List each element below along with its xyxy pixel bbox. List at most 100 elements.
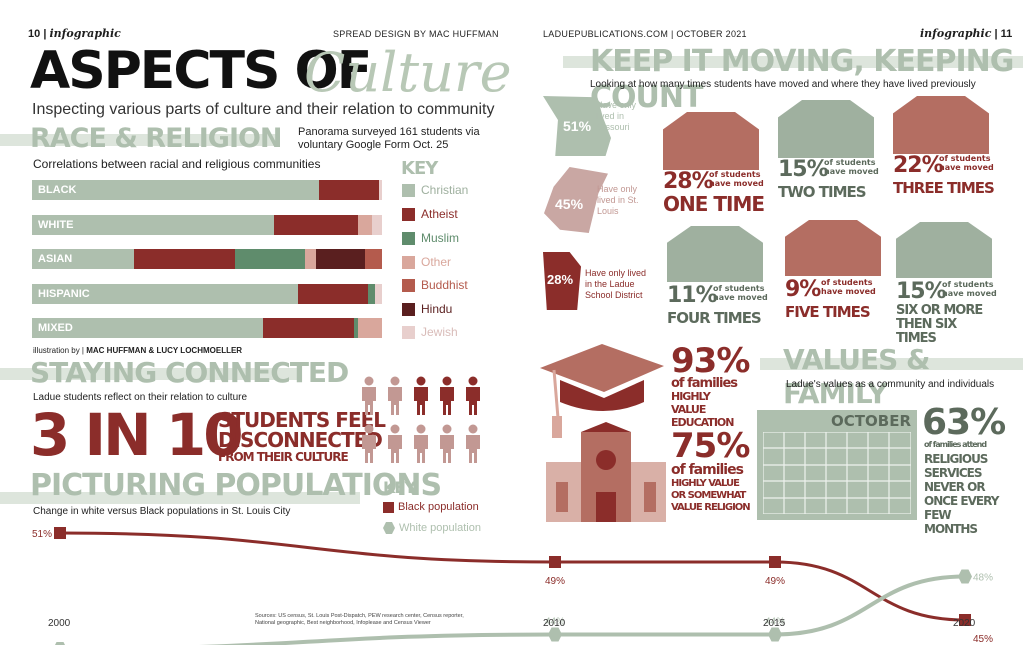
bar-hispanic [32,284,382,304]
data-point [768,627,782,642]
data-label: 44% [545,617,565,628]
house-icon [778,100,874,158]
house-icon [896,222,992,278]
bar-segment-jewish [378,180,382,200]
moves-pct: 22% [893,153,944,178]
house-icon [893,96,989,154]
bar-segment-atheist [273,215,358,235]
survey-note-line1: Panorama surveyed 161 students via [298,126,480,138]
population-key-white: White population [383,522,481,534]
education-small: of families [671,376,738,391]
key-swatch [402,278,415,292]
data-point [54,527,66,539]
right-page-folio: infographic | 11 [920,27,1012,40]
religion-small: of families [671,462,744,478]
bar-segment-jewish [371,215,382,235]
key-swatch [402,302,415,316]
moving-heading-band [563,56,1023,68]
key-item-muslim: Muslim [402,231,459,245]
bar-segment-buddhist [364,249,382,269]
white-legend-label: White population [399,522,481,534]
bar-segment-muslim [368,284,375,304]
white-swatch [383,522,395,534]
bar-segment-other [357,215,372,235]
moves-small: of students have moved [942,280,997,298]
bar-label: MIXED [38,322,73,334]
moves-label: THREE TIMES [893,179,995,197]
moves-pct: 15% [778,157,829,182]
services-small: of families attend [924,440,987,449]
key-item-christian: Christian [402,183,468,197]
moves-small: of students have moved [821,278,876,296]
page-subtitle: Inspecting various parts of culture and … [32,101,495,118]
bar-segment-christian [32,215,274,235]
key-item-atheist: Atheist [402,207,458,221]
race-heading-band [0,134,280,146]
key-label: Hindu [421,302,453,316]
key-label: Jewish [421,325,458,339]
sources: Sources: US census, St. Louis Post-Dispa… [255,613,464,626]
values-heading: VALUES & FAMILY [783,343,930,410]
calendar-month: OCTOBER [831,412,911,430]
data-point [549,556,561,568]
person-icon [388,376,402,415]
services-text: RELIGIOUS SERVICES NEVER OR ONCE EVERY F… [924,452,999,536]
black-legend-label: Black population [398,501,479,513]
data-point [55,642,65,645]
x-tick-label: 2020 [953,618,976,629]
bar-label: ASIAN [38,253,73,265]
illustration-credit: illustration by | MAC HUFFMAN & LUCY LOC… [33,346,242,355]
data-point [548,627,562,642]
house-icon [785,220,881,276]
house-icon [667,226,763,282]
stat-description: STUDENTS FEEL DISCONNECTED FROM THEIR CU… [218,408,386,464]
moving-caption: Looking at how many times students have … [590,79,976,90]
key-label: Muslim [421,231,459,245]
bar-mixed [32,318,382,338]
bar-white [32,215,382,235]
stat-line2: DISCONNECTED [218,428,383,452]
person-icon [466,424,480,463]
moves-pct: 28% [663,169,714,194]
values-heading-band [760,358,1023,370]
survey-note-line2: voluntary Google Form Oct. 25 [298,139,449,151]
house-icon [663,112,759,170]
data-point [769,556,781,568]
religion-pct: 75% [671,426,750,466]
key-swatch [402,231,415,245]
moves-small: of students have moved [713,284,768,302]
people-icons [362,376,480,463]
moves-pct: 9% [785,277,821,302]
church-icon [546,422,666,522]
bar-label: HISPANIC [38,288,90,300]
key-swatch [402,183,415,197]
x-tick-label: 2000 [48,618,71,629]
bar-segment-atheist [298,284,368,304]
data-point [959,614,971,626]
bar-segment-hindu [315,249,365,269]
key-swatch [402,255,415,269]
moves-label: FIVE TIMES [785,303,871,321]
data-label: 44% [765,617,785,628]
x-tick-label: 2010 [543,618,566,629]
ladue-map [543,252,581,310]
bar-segment-atheist [263,318,354,338]
population-key-title: KEY [383,478,416,497]
page-title-script: Culture [304,41,512,104]
data-label: 45% [973,634,993,645]
data-label: 49% [545,576,565,587]
race-religion-heading: RACE & RELIGION [30,123,283,154]
bar-segment-atheist [319,180,379,200]
person-icon [362,424,376,463]
left-page-folio: 10 | infographic [28,27,121,40]
survey-note: Panorama surveyed 161 students via volun… [298,126,480,152]
picturing-caption: Change in white versus Black populations… [33,506,291,517]
key-swatch [402,325,415,339]
person-icon [414,424,428,463]
key-label: Other [421,255,452,269]
stat-3-in-10: 3 IN 10 [30,401,244,469]
site-header: LADUEPUBLICATIONS.COM | OCTOBER 2021 [543,29,747,39]
stat-line1: STUDENTS FEEL [218,408,386,432]
bar-label: BLACK [38,184,77,196]
